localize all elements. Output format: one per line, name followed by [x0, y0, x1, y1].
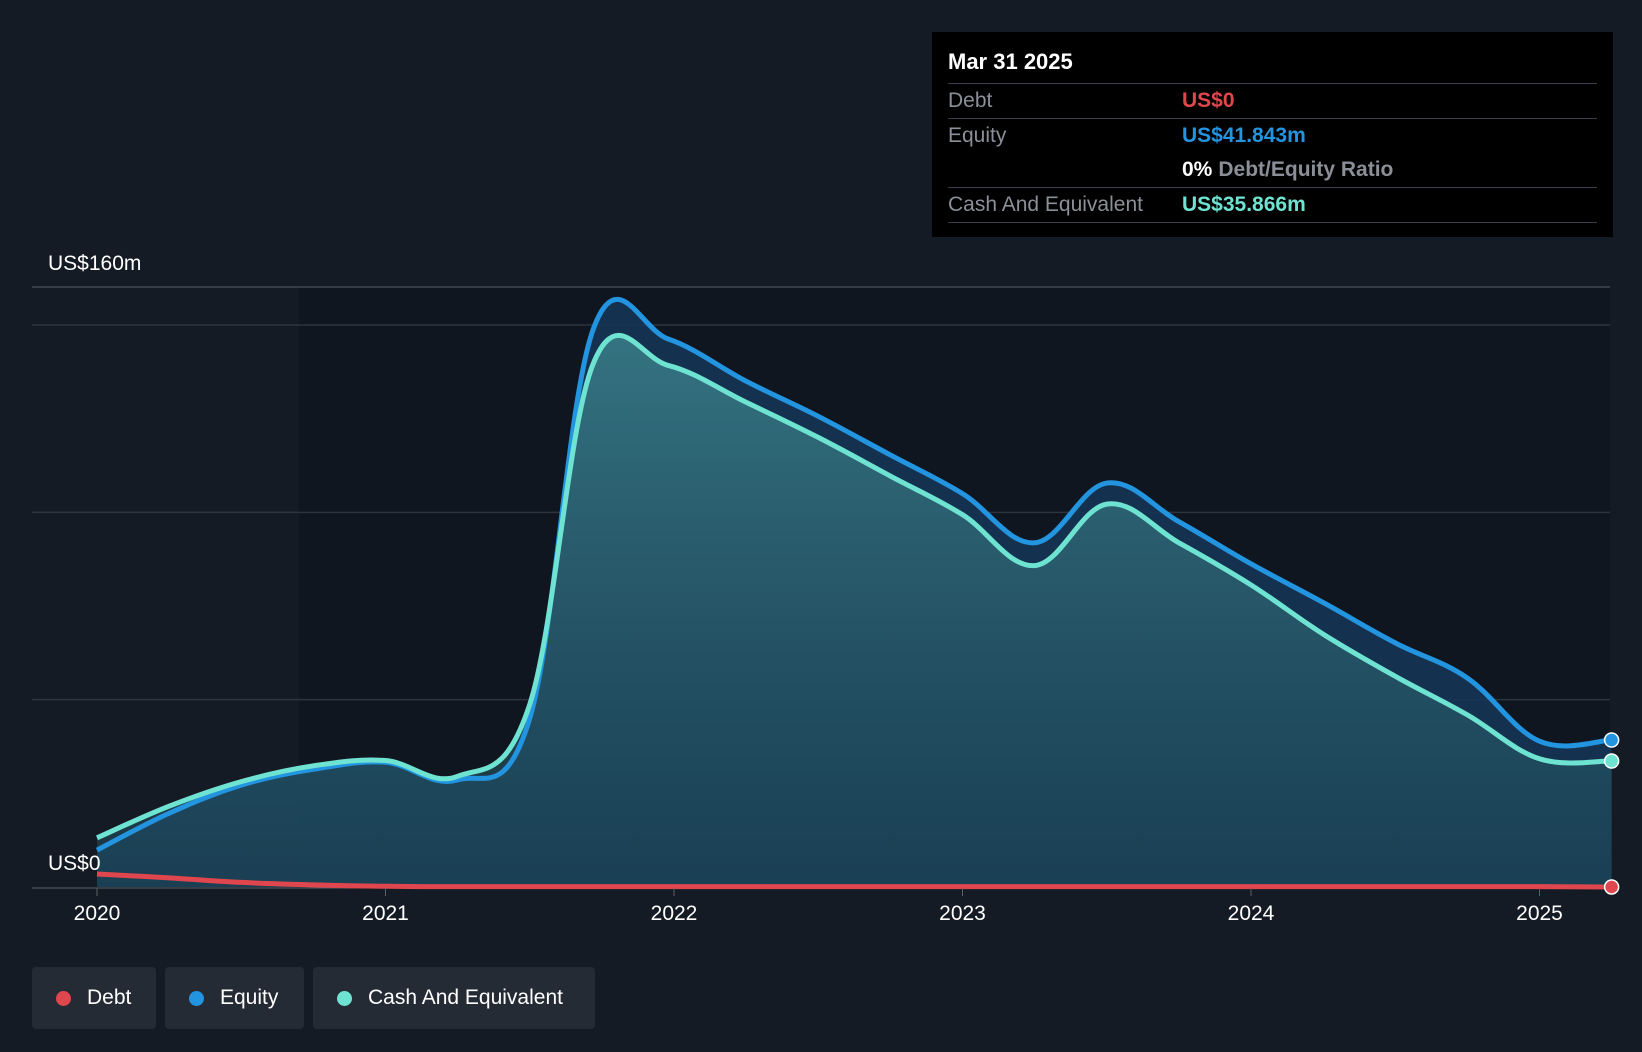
- tooltip-debt-row: Debt US$0: [948, 84, 1597, 119]
- legend-item-cash[interactable]: Cash And Equivalent: [313, 967, 595, 1029]
- tooltip-debt-value: US$0: [1182, 89, 1235, 112]
- x-tick-label-2020: 2020: [74, 902, 121, 925]
- legend-label-equity: Equity: [220, 986, 279, 1009]
- legend-item-equity[interactable]: Equity: [165, 967, 304, 1029]
- legend-item-debt[interactable]: Debt: [32, 967, 156, 1029]
- legend-dot-equity: [189, 990, 204, 1006]
- cash-line: [95, 333, 1612, 841]
- legend-dot-cash: [337, 990, 352, 1006]
- x-tick-label-2021: 2021: [362, 902, 409, 925]
- tooltip-ratio-label: Debt/Equity Ratio: [1218, 158, 1394, 181]
- tooltip-date: Mar 31 2025: [948, 32, 1597, 84]
- tooltip-equity-row: Equity US$41.843m: [948, 119, 1597, 153]
- debt-end-point: [1603, 879, 1620, 895]
- x-tick-label-2024: 2024: [1228, 902, 1275, 925]
- tooltip-debt-label: Debt: [948, 89, 993, 112]
- tooltip-equity-value: US$41.843m: [1182, 124, 1306, 147]
- x-tick-label-2023: 2023: [939, 902, 986, 925]
- tooltip-ratio-row: 0% Debt/Equity Ratio: [948, 153, 1597, 188]
- cash-end-point: [1603, 753, 1620, 769]
- tooltip-equity-label: Equity: [948, 124, 1007, 147]
- tooltip-ratio-pct: 0%: [1182, 158, 1213, 181]
- legend-label-cash: Cash And Equivalent: [368, 986, 563, 1009]
- legend-dot-debt: [56, 990, 71, 1006]
- tooltip-cash-row: Cash And Equivalent US$35.866m: [948, 188, 1597, 223]
- y-label-bottom: US$0: [48, 852, 101, 875]
- tooltip-cash-label: Cash And Equivalent: [948, 193, 1143, 216]
- y-label-top: US$160m: [48, 252, 141, 275]
- x-tick-label-2022: 2022: [651, 902, 698, 925]
- legend: Debt Equity Cash And Equivalent: [32, 967, 595, 1029]
- legend-label-debt: Debt: [87, 986, 132, 1009]
- equity-end-point: [1603, 732, 1620, 748]
- tooltip-cash-value: US$35.866m: [1182, 193, 1306, 216]
- x-tick-label-2025: 2025: [1516, 902, 1563, 925]
- debt-line: [96, 871, 1612, 890]
- tooltip-panel: Mar 31 2025 Debt US$0 Equity US$41.843m …: [932, 32, 1613, 237]
- cash-area: [97, 335, 1612, 887]
